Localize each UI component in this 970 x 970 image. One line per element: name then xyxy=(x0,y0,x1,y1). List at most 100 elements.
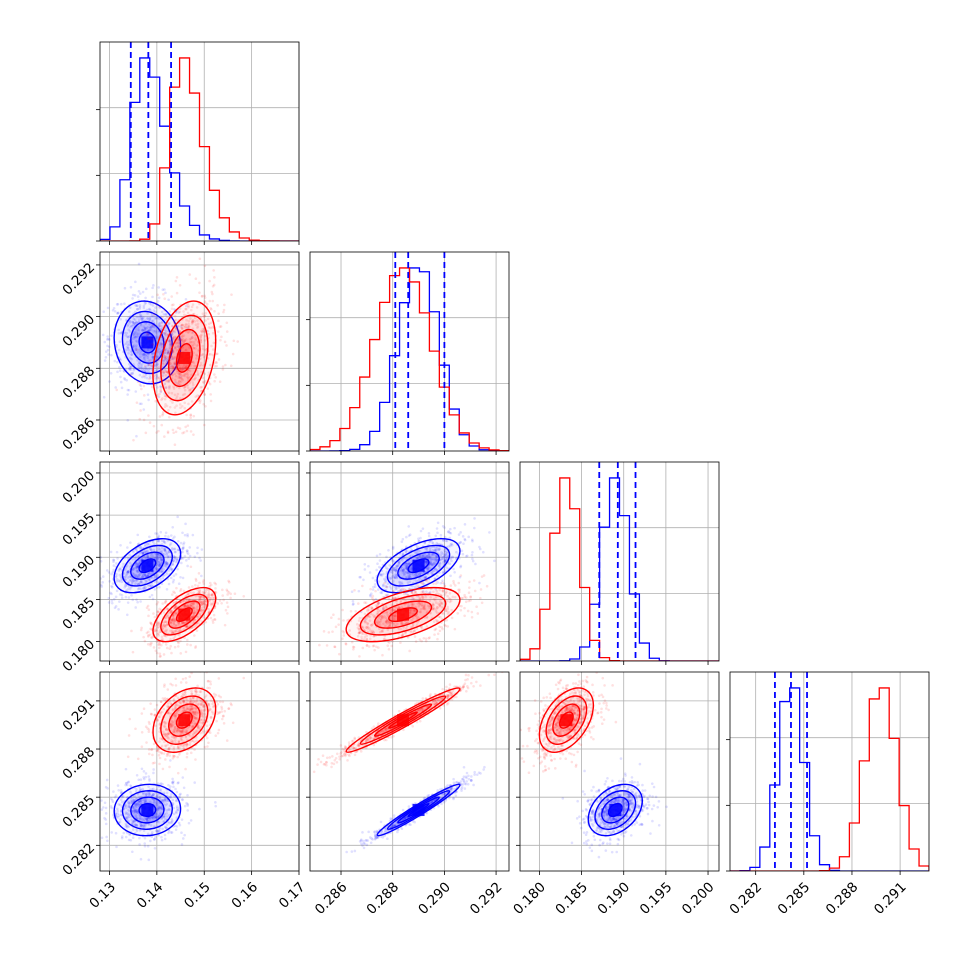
scatter-point xyxy=(169,821,173,824)
scatter-point xyxy=(143,573,146,576)
scatter-point xyxy=(211,599,215,602)
scatter-point xyxy=(186,604,189,608)
scatter-point xyxy=(148,572,152,575)
scatter-point xyxy=(431,607,435,611)
scatter-point xyxy=(435,589,439,593)
scatter-point xyxy=(157,563,160,566)
scatter-point xyxy=(444,559,447,563)
scatter-point xyxy=(164,373,168,377)
scatter-point xyxy=(379,572,383,576)
scatter-point xyxy=(159,385,162,388)
scatter-point xyxy=(158,565,161,568)
scatter-point xyxy=(126,546,129,549)
scatter-point xyxy=(193,618,197,622)
scatter-point xyxy=(114,831,118,835)
y-tick-label: 0.180 xyxy=(60,636,99,675)
scatter-point xyxy=(374,603,378,607)
scatter-point xyxy=(181,531,184,535)
scatter-point xyxy=(128,578,132,582)
scatter-point xyxy=(242,595,246,598)
scatter-point xyxy=(422,606,425,610)
scatter-point xyxy=(377,623,380,626)
scatter-point xyxy=(384,580,388,584)
scatter-point xyxy=(157,634,161,637)
scatter-point xyxy=(168,621,172,624)
scatter-point xyxy=(137,582,140,586)
scatter-point xyxy=(192,611,195,615)
scatter-point xyxy=(126,324,129,328)
scatter-point xyxy=(119,302,123,306)
scatter-point xyxy=(153,615,157,619)
scatter-point xyxy=(425,554,428,558)
scatter-point xyxy=(211,299,215,303)
scatter-point xyxy=(157,324,160,327)
scatter-point xyxy=(193,781,196,784)
scatter-point xyxy=(385,566,388,570)
scatter-point xyxy=(158,607,161,611)
scatter-point xyxy=(478,581,481,585)
scatter-point xyxy=(199,609,203,612)
scatter-point xyxy=(441,627,444,631)
scatter-point xyxy=(144,364,147,368)
scatter-point xyxy=(447,545,450,548)
scatter-point xyxy=(175,370,179,374)
scatter-point xyxy=(221,588,224,592)
scatter-point xyxy=(158,341,162,345)
scatter-point xyxy=(174,612,177,615)
scatter-point xyxy=(134,815,138,819)
scatter-point xyxy=(166,607,169,611)
scatter-point xyxy=(139,587,143,591)
scatter-point xyxy=(419,610,422,614)
scatter-point xyxy=(132,550,135,554)
scatter-point xyxy=(131,598,135,602)
scatter-point xyxy=(371,614,375,617)
scatter-point xyxy=(459,564,463,568)
scatter-point xyxy=(193,611,197,614)
scatter-point xyxy=(100,583,103,587)
scatter-point xyxy=(129,372,133,375)
scatter-point xyxy=(390,603,394,607)
scatter-point xyxy=(350,640,354,644)
scatter-point xyxy=(391,545,395,549)
scatter-point xyxy=(205,593,208,597)
scatter-point xyxy=(194,395,198,398)
scatter-point xyxy=(174,327,178,330)
scatter-point xyxy=(135,304,138,308)
scatter-point xyxy=(192,591,196,595)
scatter-point xyxy=(391,596,395,600)
scatter-point xyxy=(157,631,160,635)
scatter-point xyxy=(377,609,380,612)
scatter-point xyxy=(174,430,178,434)
scatter-point xyxy=(429,561,433,564)
scatter-point xyxy=(118,369,122,372)
scatter-point xyxy=(126,323,130,326)
scatter-point xyxy=(146,555,150,559)
scatter-point xyxy=(157,347,161,351)
scatter-point xyxy=(144,817,148,821)
scatter-point xyxy=(369,629,372,632)
scatter-point xyxy=(156,782,160,785)
scatter-point xyxy=(139,545,143,549)
scatter-point xyxy=(189,430,193,433)
scatter-point xyxy=(136,333,140,337)
scatter-point xyxy=(152,768,155,771)
scatter-point xyxy=(464,600,468,604)
scatter-point xyxy=(200,295,204,298)
scatter-point xyxy=(164,600,167,604)
scatter-point xyxy=(128,833,131,837)
scatter-point xyxy=(211,353,215,357)
scatter-point xyxy=(134,348,138,351)
scatter-point xyxy=(174,572,178,576)
scatter-point xyxy=(370,606,374,610)
scatter-point xyxy=(163,798,167,802)
scatter-point xyxy=(154,306,157,309)
scatter-point xyxy=(121,565,125,568)
scatter-point xyxy=(189,603,193,607)
scatter-point xyxy=(225,601,229,604)
scatter-point xyxy=(392,568,396,571)
scatter-point xyxy=(143,836,147,840)
scatter-point xyxy=(221,594,225,597)
scatter-point xyxy=(360,637,364,641)
scatter-point xyxy=(181,378,185,382)
